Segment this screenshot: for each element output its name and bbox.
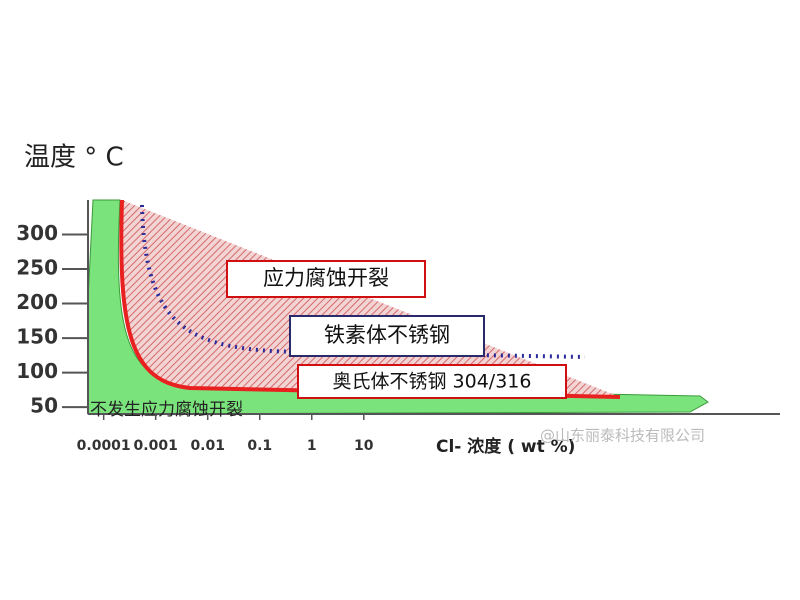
x-tick-label: 0.01	[190, 438, 225, 454]
y-tick-label: 150	[16, 325, 58, 349]
austenitic-curve	[119, 199, 621, 399]
region-label: 奥氏体不锈钢 304/316	[333, 371, 532, 393]
x-tick-label: 10	[354, 438, 374, 454]
x-tick-label: 1	[307, 438, 317, 454]
region-label: 铁素体不锈钢	[324, 323, 450, 347]
x-tick-label: 0.1	[247, 438, 272, 454]
y-tick-label: 300	[16, 221, 58, 245]
y-tick-label: 200	[16, 290, 58, 314]
region-label: 应力腐蚀开裂	[263, 266, 389, 290]
label-box	[289, 315, 485, 357]
y-tick-label: 50	[30, 394, 58, 418]
scc-region	[121, 200, 620, 397]
label-box	[297, 364, 567, 399]
region-label: 不发生应力腐蚀开裂	[90, 400, 243, 420]
x-tick-label: 0.001	[134, 438, 178, 454]
safe-region	[87, 199, 709, 415]
x-tick-label: 0.0001	[77, 438, 131, 454]
label-box	[226, 260, 426, 298]
watermark: @山东丽泰科技有限公司	[540, 427, 705, 445]
x-title: Cl- 浓度 ( wt %)	[436, 436, 575, 457]
y-tick-label: 100	[16, 359, 58, 383]
y-tick-label: 250	[16, 256, 58, 280]
y-title: 温度 ° C	[24, 143, 124, 173]
